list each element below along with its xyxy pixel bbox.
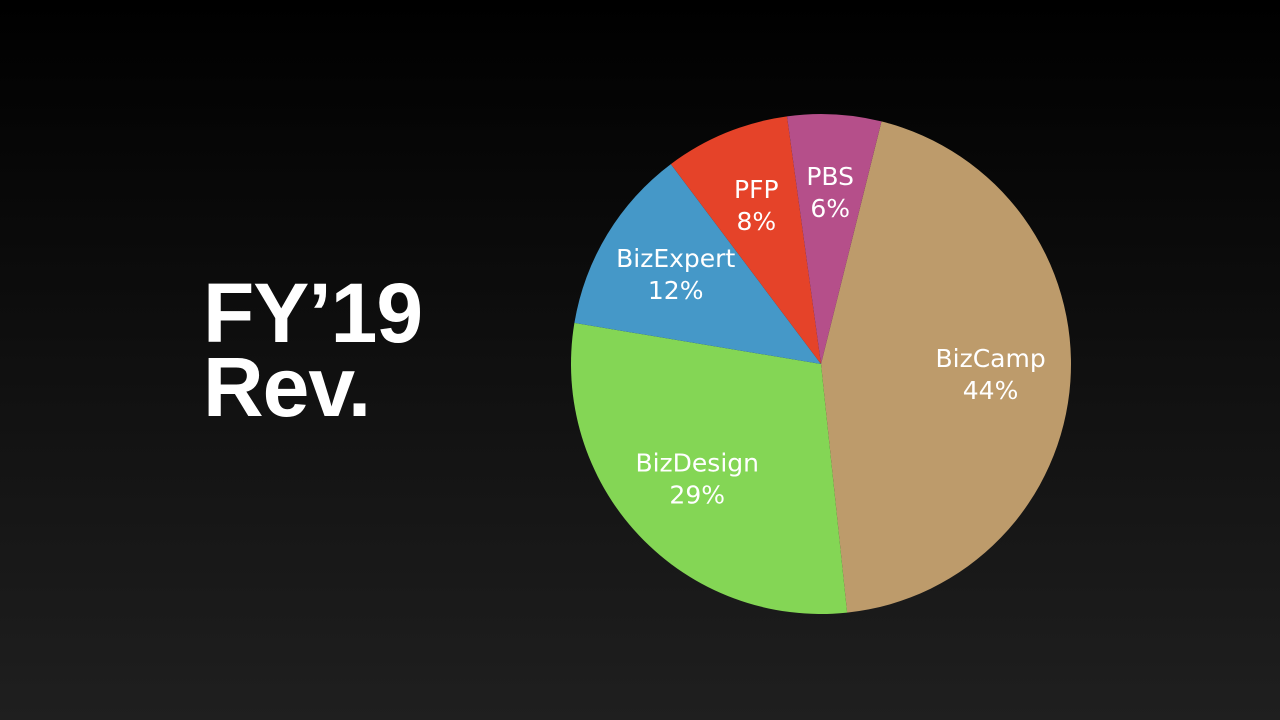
slice-label: PBS [806, 162, 854, 191]
slice-value-label: 6% [810, 194, 850, 223]
slice-label: BizExpert [616, 244, 735, 273]
pie-slice [786, 113, 882, 364]
slice-label: PFP [734, 175, 779, 204]
slice-value-label: 12% [648, 276, 704, 305]
slice-value-label: 29% [669, 481, 725, 510]
slice-label: BizDesign [635, 449, 759, 478]
pie-slice [574, 164, 821, 364]
pie-slice [821, 121, 1072, 613]
slice-value-label: 44% [963, 376, 1019, 405]
slice-value-label: 8% [736, 207, 776, 236]
chart-title: FY’19 Rev. [203, 266, 423, 434]
slice-label: BizCamp [935, 344, 1045, 373]
pie-slice [670, 116, 821, 364]
pie-slice [571, 322, 848, 615]
